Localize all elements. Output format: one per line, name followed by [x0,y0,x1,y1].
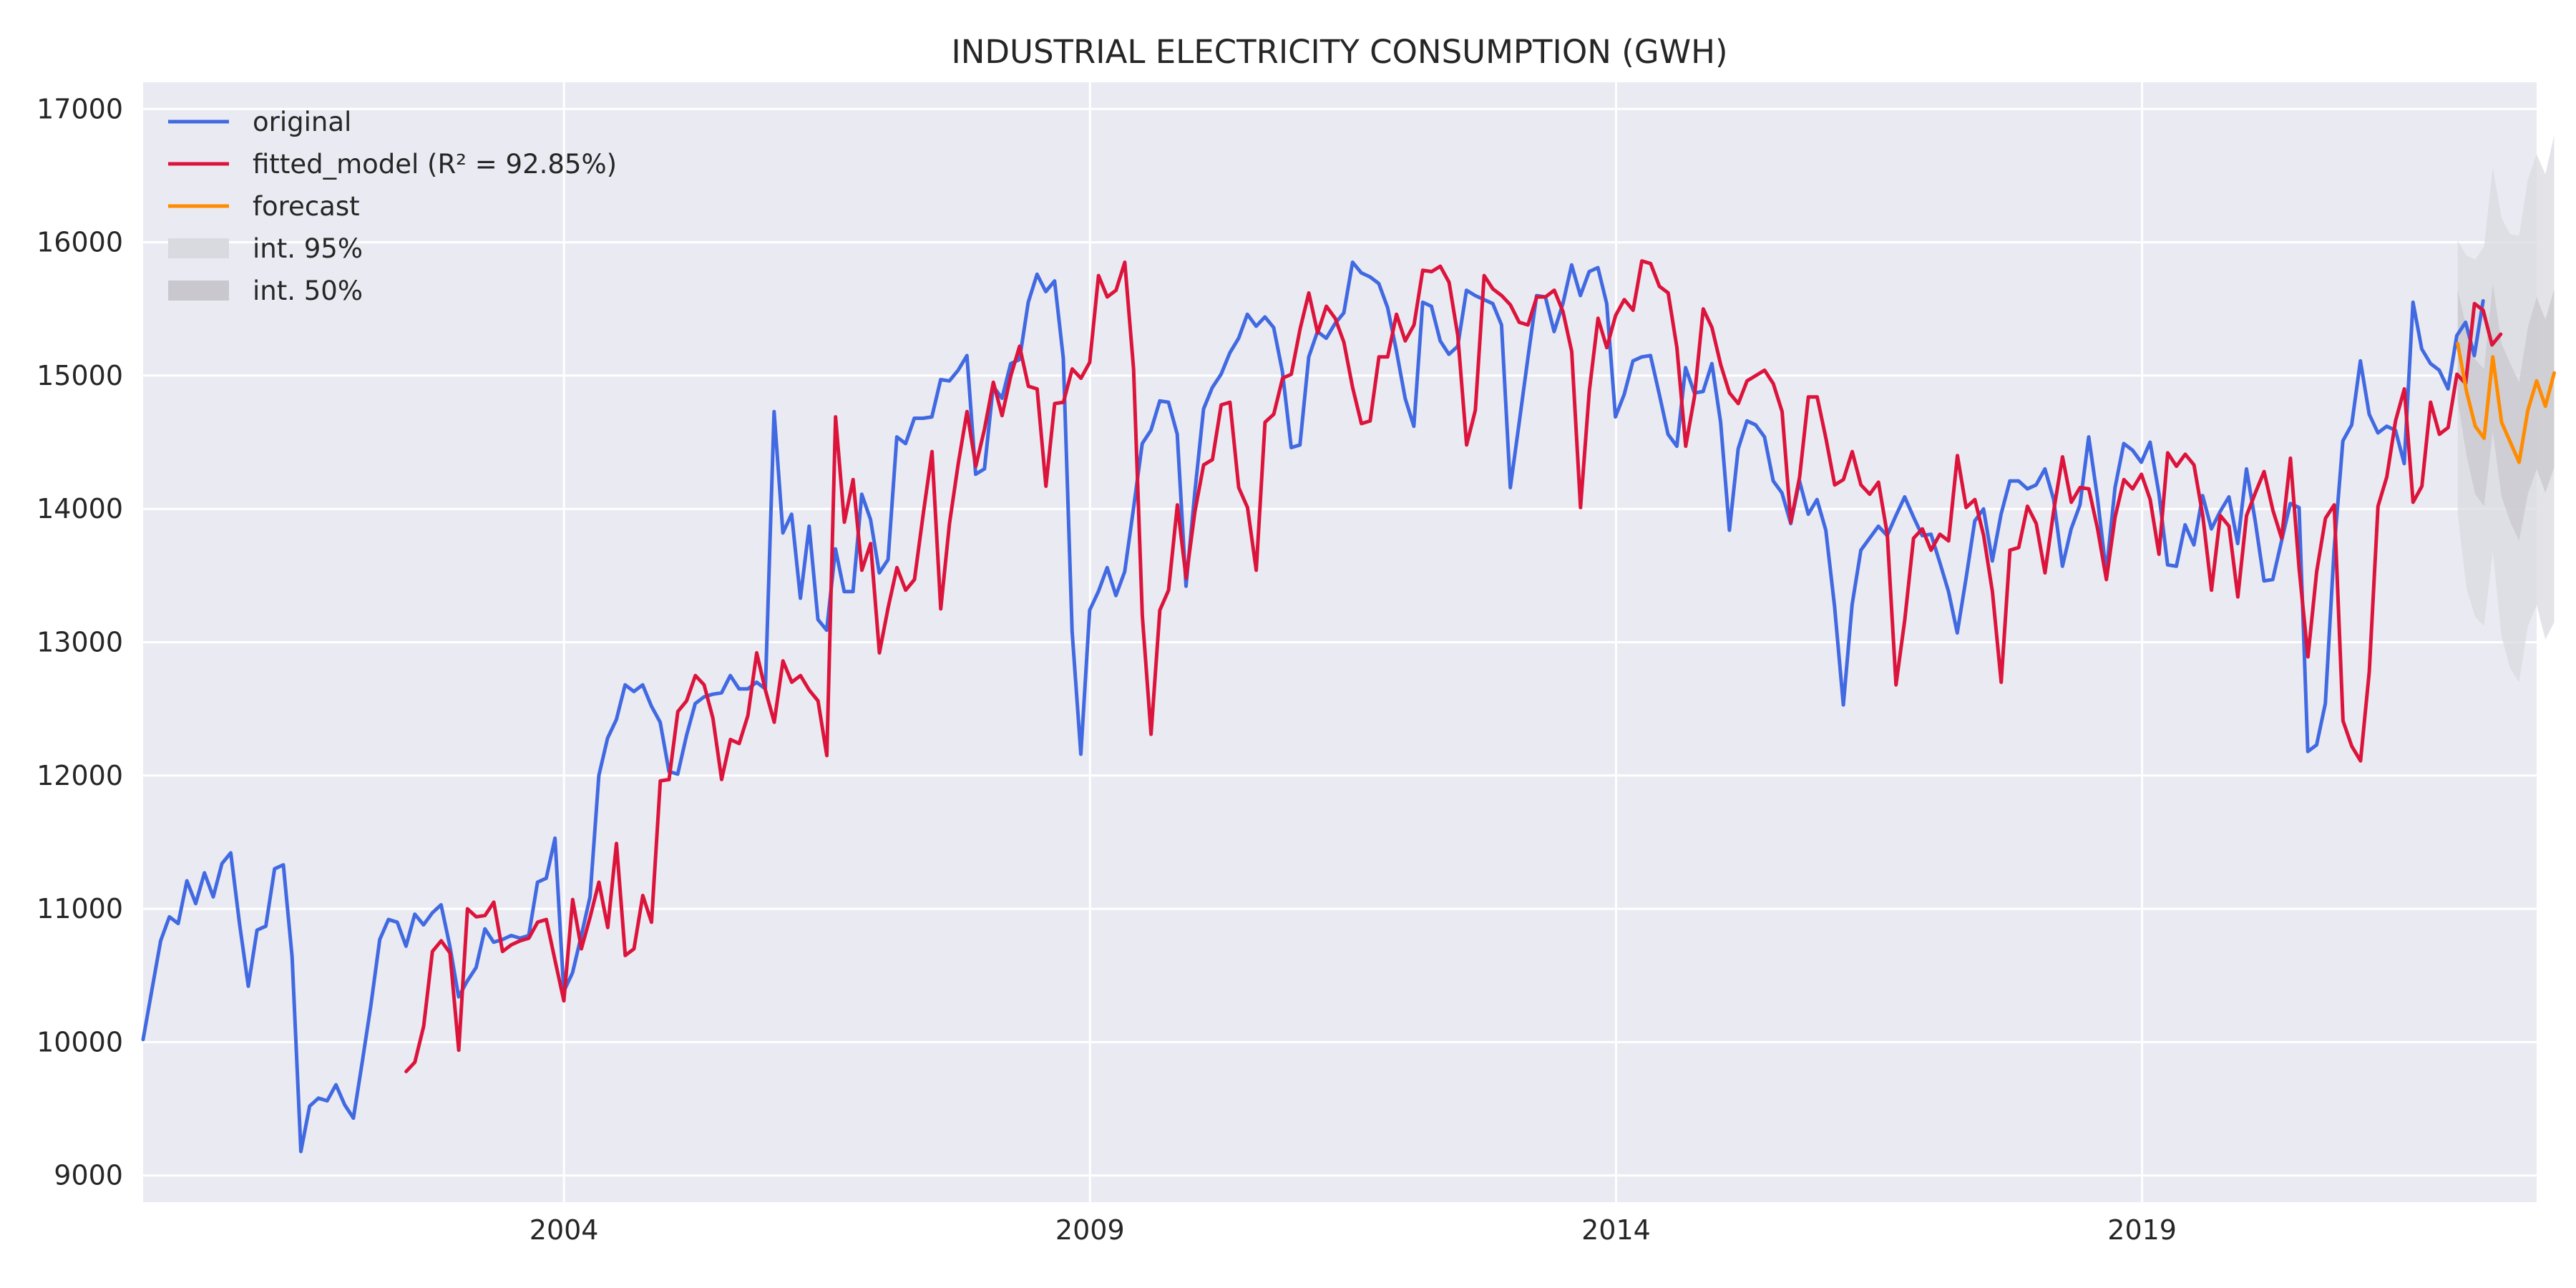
y-axis-ticks: 9000 10000 11000 12000 13000 14000 15000 16000 1… [36,93,123,1191]
y-tick-label: 17000 [36,93,123,125]
x-tick-label: 2009 [1055,1214,1125,1246]
legend-label: int. 50% [253,275,363,306]
series-lines [141,259,2556,1153]
y-tick-label: 9000 [54,1160,123,1191]
y-tick-label: 13000 [36,627,123,658]
y-tick-label: 16000 [36,227,123,258]
legend-label: forecast [253,191,360,222]
x-tick-label: 2014 [1581,1214,1651,1246]
interval-band-int-50- [2457,283,2555,541]
fitted-model-series-line [404,259,2503,1073]
y-tick-label: 15000 [36,360,123,391]
grid-layer [143,82,2537,1202]
legend-label: original [253,107,351,137]
legend-label: fitted_model (R² = 92.85%) [253,149,617,180]
chart-title: INDUSTRIAL ELECTRICITY CONSUMPTION (GWH) [951,33,1727,71]
x-tick-label: 2004 [530,1214,599,1246]
legend-swatch-band [168,280,229,301]
x-tick-label: 2019 [2107,1214,2177,1246]
forecast-series-line [2456,341,2556,464]
legend-label: int. 95% [253,233,363,264]
y-tick-label: 14000 [36,493,123,525]
y-tick-label: 12000 [36,760,123,791]
legend: original fitted_model (R² = 92.85%) foreca… [168,107,617,306]
original-series-line [141,260,2485,1153]
interval-bands [2457,135,2555,683]
y-tick-label: 11000 [36,893,123,924]
legend-swatch-band [168,238,229,258]
y-tick-label: 10000 [36,1026,123,1058]
x-axis-ticks: 2004 2009 2014 2019 [530,1214,2177,1246]
